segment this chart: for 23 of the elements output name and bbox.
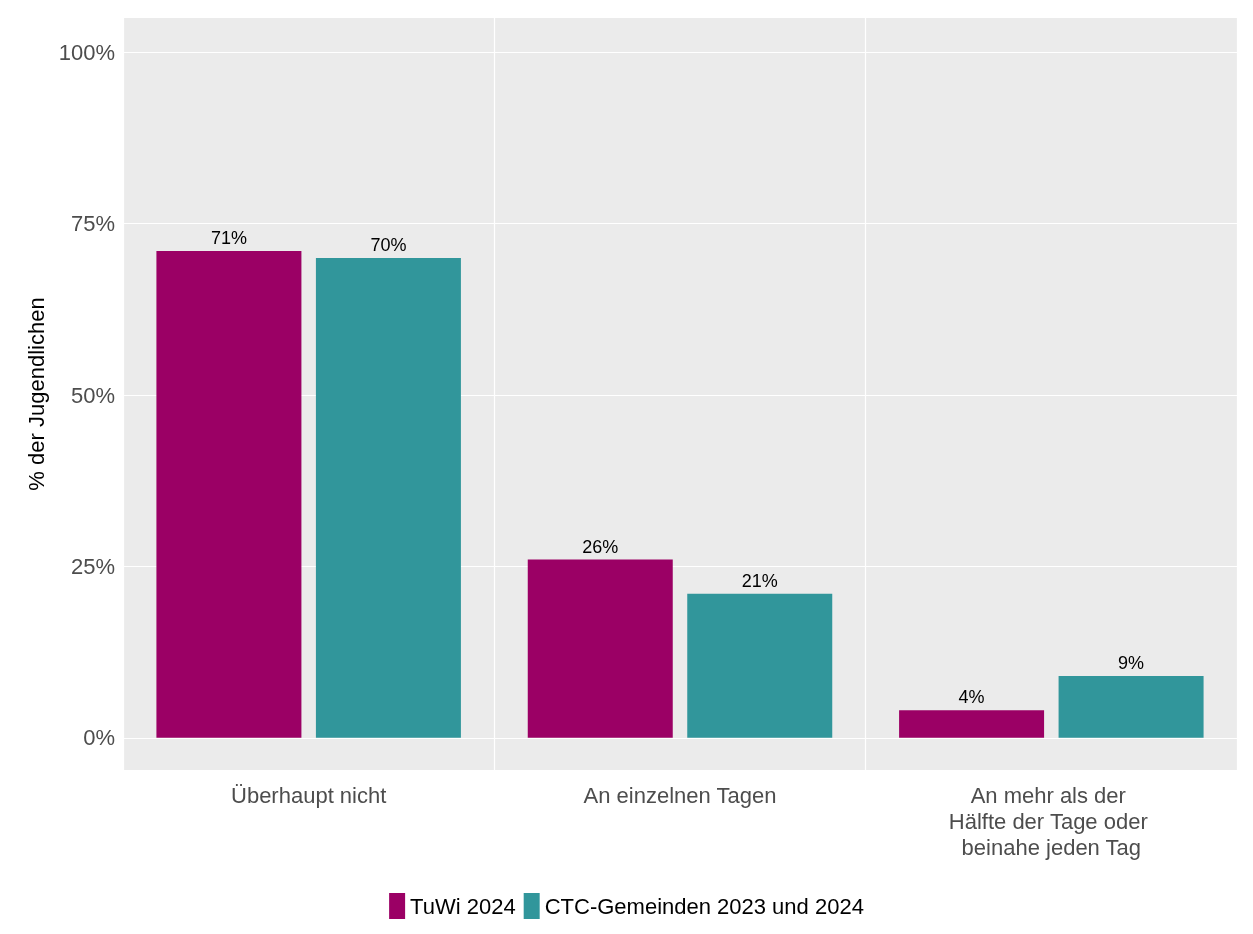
data-label: 71% [210, 228, 247, 249]
y-axis-title: % der Jugendlichen [24, 297, 50, 491]
data-label: 26% [582, 536, 619, 557]
y-tick-label: 50% [70, 382, 115, 408]
bar [899, 710, 1045, 738]
bar [687, 593, 833, 738]
data-label: 21% [741, 570, 778, 591]
data-label: 4% [958, 687, 985, 708]
bar [156, 251, 302, 738]
y-tick-label: 100% [58, 39, 115, 65]
bar [527, 559, 673, 738]
legend-label: TuWi 2024 [410, 893, 516, 919]
y-tick-label: 75% [70, 211, 115, 237]
x-tick-label: An mehr als der Hälfte der Tage oder beinahe jeden Tag [948, 782, 1154, 860]
bar [1058, 676, 1204, 738]
legend-label: CTC-Gemeinden 2023 und 2024 [544, 893, 864, 919]
x-tick-label: Überhaupt nicht [231, 782, 387, 808]
bar [315, 257, 461, 738]
data-label: 70% [370, 234, 407, 255]
x-tick-label: An einzelnen Tagen [583, 782, 777, 808]
data-label: 9% [1118, 653, 1145, 674]
y-tick-label: 0% [83, 725, 115, 751]
y-tick-label: 25% [70, 553, 115, 579]
